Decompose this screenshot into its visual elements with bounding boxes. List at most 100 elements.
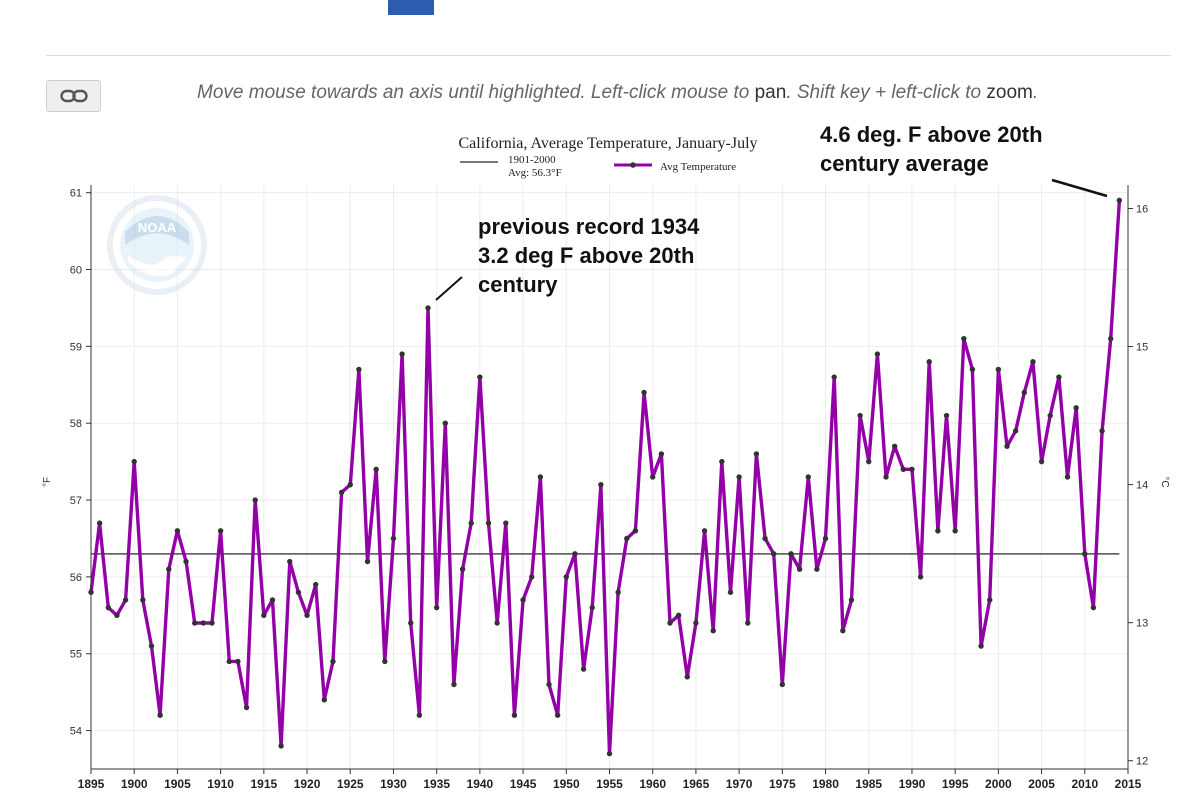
data-point[interactable]: [866, 458, 872, 465]
data-point[interactable]: [1056, 374, 1062, 380]
data-point[interactable]: [226, 658, 232, 665]
data-point[interactable]: [1090, 604, 1097, 611]
data-point[interactable]: [995, 366, 1002, 373]
data-point[interactable]: [736, 474, 742, 480]
data-point[interactable]: [814, 566, 820, 572]
data-point[interactable]: [269, 597, 276, 603]
data-point[interactable]: [295, 589, 302, 595]
data-point[interactable]: [701, 528, 708, 534]
data-point[interactable]: [770, 551, 777, 557]
data-point[interactable]: [650, 474, 656, 480]
avg-temperature-line[interactable]: [89, 200, 1122, 756]
data-point[interactable]: [762, 535, 768, 542]
data-point[interactable]: [537, 474, 544, 480]
data-point[interactable]: [969, 366, 976, 373]
data-point[interactable]: [529, 574, 535, 580]
data-point[interactable]: [598, 481, 604, 488]
data-point[interactable]: [857, 412, 863, 419]
data-point[interactable]: [278, 743, 284, 749]
data-point[interactable]: [399, 351, 405, 357]
data-point[interactable]: [883, 474, 889, 480]
data-point[interactable]: [840, 627, 846, 634]
data-point[interactable]: [745, 620, 751, 626]
data-point[interactable]: [373, 466, 379, 473]
data-point[interactable]: [131, 458, 137, 465]
data-point[interactable]: [961, 335, 967, 342]
data-point[interactable]: [1047, 412, 1053, 419]
data-point[interactable]: [831, 374, 837, 380]
data-point[interactable]: [114, 612, 120, 619]
data-point[interactable]: [693, 620, 699, 626]
data-point[interactable]: [632, 528, 639, 534]
data-point[interactable]: [1021, 389, 1027, 396]
data-point[interactable]: [1038, 458, 1045, 465]
data-point[interactable]: [174, 528, 181, 534]
data-point[interactable]: [252, 497, 258, 503]
data-point[interactable]: [356, 366, 362, 373]
data-point[interactable]: [200, 620, 207, 626]
data-point[interactable]: [615, 589, 621, 595]
data-point[interactable]: [235, 658, 241, 665]
data-point[interactable]: [563, 574, 569, 580]
data-point[interactable]: [900, 466, 907, 473]
data-point[interactable]: [520, 597, 526, 603]
data-point[interactable]: [779, 681, 786, 688]
data-point[interactable]: [183, 558, 189, 565]
data-point[interactable]: [1082, 551, 1088, 557]
data-point[interactable]: [1004, 443, 1010, 449]
data-point[interactable]: [166, 566, 172, 572]
data-point[interactable]: [684, 674, 690, 680]
data-point[interactable]: [710, 627, 716, 634]
data-point[interactable]: [442, 420, 449, 426]
data-point[interactable]: [105, 604, 111, 611]
data-point[interactable]: [1064, 474, 1071, 480]
data-point[interactable]: [848, 597, 855, 603]
data-point[interactable]: [589, 604, 595, 611]
data-point[interactable]: [122, 597, 129, 603]
data-point[interactable]: [1108, 335, 1114, 342]
data-point[interactable]: [390, 535, 397, 542]
data-point[interactable]: [192, 620, 198, 626]
data-point[interactable]: [978, 643, 984, 649]
data-point[interactable]: [425, 305, 431, 311]
data-point[interactable]: [943, 412, 950, 419]
data-point[interactable]: [503, 520, 509, 526]
data-point[interactable]: [382, 658, 388, 665]
data-point[interactable]: [304, 612, 310, 619]
data-point[interactable]: [641, 389, 647, 396]
data-point[interactable]: [408, 620, 414, 626]
data-point[interactable]: [140, 597, 146, 603]
data-point[interactable]: [347, 481, 353, 488]
data-point[interactable]: [485, 520, 492, 526]
data-point[interactable]: [1073, 405, 1079, 411]
data-point[interactable]: [935, 528, 941, 534]
data-point[interactable]: [987, 597, 993, 603]
data-point[interactable]: [321, 697, 328, 703]
data-point[interactable]: [287, 558, 293, 565]
data-point[interactable]: [157, 712, 163, 718]
data-point[interactable]: [1116, 197, 1123, 204]
data-point[interactable]: [658, 451, 665, 457]
data-point[interactable]: [788, 551, 794, 557]
data-point[interactable]: [433, 604, 440, 611]
data-point[interactable]: [312, 581, 319, 588]
data-point[interactable]: [675, 612, 682, 619]
top-nav-tab[interactable]: [388, 0, 434, 15]
data-point[interactable]: [909, 466, 915, 473]
data-point[interactable]: [796, 566, 803, 572]
data-point[interactable]: [554, 712, 561, 718]
data-point[interactable]: [891, 443, 898, 449]
data-point[interactable]: [261, 612, 267, 619]
data-point[interactable]: [606, 750, 613, 757]
data-point[interactable]: [546, 681, 552, 688]
data-point[interactable]: [926, 359, 932, 365]
data-point[interactable]: [494, 620, 500, 626]
data-point[interactable]: [580, 666, 587, 672]
data-point[interactable]: [338, 489, 345, 496]
data-point[interactable]: [822, 535, 829, 542]
data-point[interactable]: [209, 620, 215, 626]
data-point[interactable]: [952, 528, 958, 534]
data-point[interactable]: [624, 535, 630, 542]
data-point[interactable]: [148, 643, 155, 649]
data-point[interactable]: [451, 681, 457, 688]
